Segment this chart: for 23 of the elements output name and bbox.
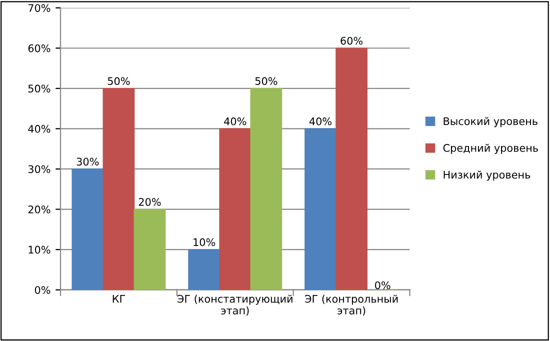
y-tick-label: 30% [28,165,50,174]
legend-label: Низкий уровень [444,170,530,181]
y-tick-label: 40% [28,124,50,133]
y-tick-label: 60% [28,44,50,52]
y-tick-label: 0% [34,286,50,294]
y-tick-label: 50% [28,84,50,93]
data-label: 20% [138,198,161,206]
legend-label: Высокий уровень [444,117,538,128]
data-label: 30% [76,158,99,166]
data-label: 40% [309,117,332,126]
data-label: 60% [340,36,363,45]
x-tick-label: КГ [112,295,125,303]
data-label: 50% [255,77,278,86]
y-tick-label: 20% [28,206,50,214]
data-label: 50% [108,77,130,86]
data-label: 10% [194,238,216,246]
data-label: 40% [224,117,246,126]
data-label: 0% [375,281,390,290]
y-tick-label: 70% [28,4,50,12]
x-tick-label: ЭГ (контрольный этап) [305,294,398,316]
x-tick-label: ЭГ (констатирующий этап) [177,294,292,316]
legend-label: Средний уровень [443,144,538,154]
y-tick-label: 10% [28,246,50,254]
